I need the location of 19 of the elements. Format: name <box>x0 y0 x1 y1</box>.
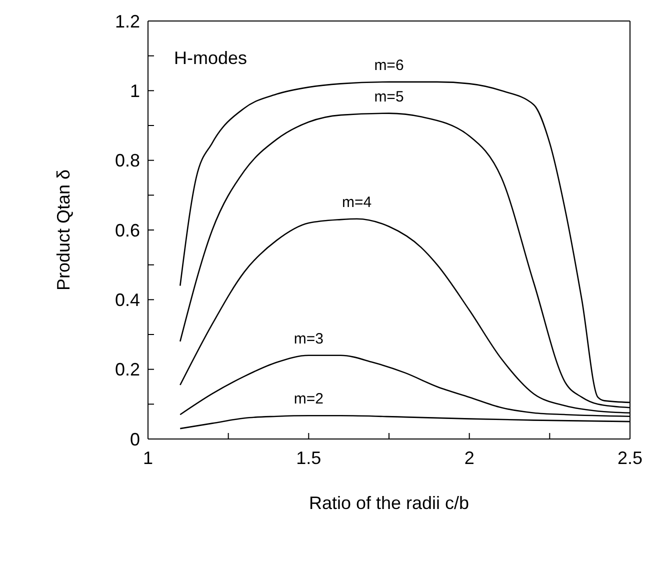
x-axis-title: Ratio of the radii c/b <box>308 493 470 513</box>
series-label: m=3 <box>294 330 324 348</box>
x-tick-label: 2 <box>464 448 474 468</box>
series-label: m=5 <box>374 88 404 106</box>
x-tick-label: 1 <box>142 448 154 468</box>
series-label: m=4 <box>342 194 372 211</box>
y-axis-title: Product Qtan δ <box>53 169 74 291</box>
annotation: H-modes <box>174 48 248 68</box>
series-label: m=6 <box>374 56 404 74</box>
x-tick-label: 2.5 <box>617 448 643 468</box>
y-tick-label: 0.2 <box>114 360 140 380</box>
series-label: m=2 <box>294 390 324 408</box>
y-tick-label: 0.4 <box>114 290 140 310</box>
x-tick-label: 1.5 <box>296 448 322 468</box>
y-tick-label: 1.2 <box>114 11 140 32</box>
y-tick-label: 0 <box>130 429 140 450</box>
y-tick-label: 1 <box>130 81 140 102</box>
y-tick-label: 0.8 <box>114 150 140 171</box>
y-tick-label: 0.6 <box>114 220 140 240</box>
